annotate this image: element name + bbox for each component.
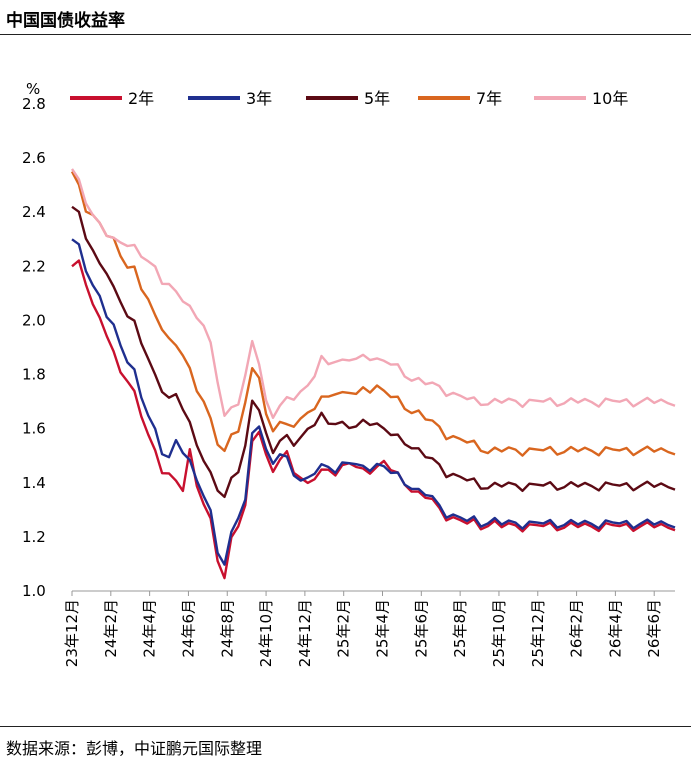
series-line-2年 <box>71 259 676 580</box>
x-tick-label: 26年6月 <box>645 599 663 658</box>
y-tick-label: 1.0 <box>22 582 46 600</box>
series-lines <box>70 168 676 580</box>
top-divider <box>0 34 691 35</box>
x-tick-label: 24年8月 <box>218 599 236 658</box>
series-line-3年 <box>71 238 676 566</box>
y-tick-label: 1.4 <box>22 474 46 492</box>
axes: 1.0 1.2 1.4 1.6 1.8 2.0 2.2 2.4 2.6 2.8% 23年12月 24年… <box>22 80 675 667</box>
y-tick-label: 2.8 <box>22 95 46 113</box>
x-tick-label: 24年10月 <box>257 599 275 667</box>
y-tick-label: 2.2 <box>22 257 46 275</box>
series-line-7年 <box>70 171 676 457</box>
x-tick-label: 24年2月 <box>102 599 120 658</box>
x-tick-label: 24年6月 <box>179 599 197 658</box>
y-tick-label: 1.6 <box>22 420 46 438</box>
x-tick-label: 26年4月 <box>606 599 624 658</box>
y-tick-label: 2.4 <box>22 203 46 221</box>
bottom-divider <box>0 726 691 727</box>
x-tick-label: 24年12月 <box>296 599 314 667</box>
series-line-5年 <box>71 205 676 499</box>
x-tick-label: 23年12月 <box>63 599 81 667</box>
y-tick-label: 1.8 <box>22 366 46 384</box>
x-tick-label: 25年8月 <box>451 599 469 658</box>
x-tick-label: 25年12月 <box>529 599 547 667</box>
y-tick-label: 2.0 <box>22 311 46 329</box>
y-tick-label: 1.2 <box>22 528 46 546</box>
y-axis-unit: % <box>26 80 40 98</box>
source-note: 数据来源：彭博，中证鹏元国际整理 <box>6 739 263 758</box>
x-tick-label: 25年4月 <box>374 599 392 658</box>
legend-label: 7年 <box>476 89 502 108</box>
legend-label: 2年 <box>128 89 154 108</box>
series-line-10年 <box>71 168 676 419</box>
legend-label: 10年 <box>592 89 628 108</box>
legend-label: 5年 <box>364 89 390 108</box>
x-tick-label: 24年4月 <box>141 599 159 658</box>
chart-title: 中国国债收益率 <box>6 11 125 31</box>
x-tick-label: 25年2月 <box>335 599 353 658</box>
y-tick-label: 2.6 <box>22 149 46 167</box>
legend: 2年 3年 5年 7年 10年 <box>70 89 628 108</box>
legend-label: 3年 <box>246 89 272 108</box>
x-tick-label: 25年10月 <box>490 599 508 667</box>
x-tick-label: 26年2月 <box>568 599 586 658</box>
x-tick-label: 25年6月 <box>412 599 430 658</box>
